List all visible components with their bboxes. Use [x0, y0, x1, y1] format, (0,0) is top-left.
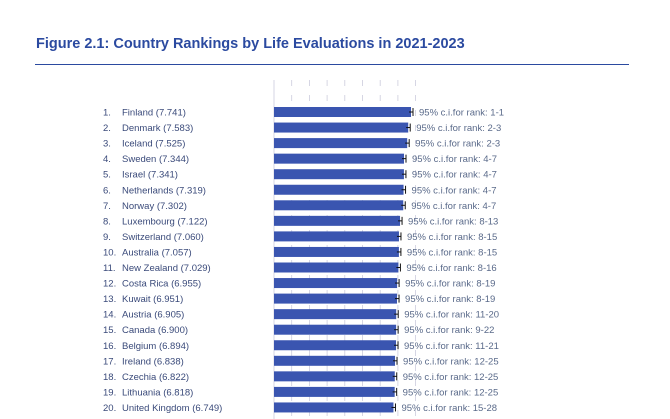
- bar: [274, 138, 408, 149]
- rank-label: 11.: [103, 263, 116, 274]
- country-label: Austria (6.905): [122, 310, 184, 321]
- rank-label: 20.: [103, 403, 116, 414]
- rank-label: 3.: [103, 139, 111, 150]
- bar: [274, 293, 398, 304]
- country-label: Costa Rica (6.955): [122, 279, 201, 290]
- rank-label: 16.: [103, 341, 116, 352]
- country-label: Iceland (7.525): [122, 139, 185, 150]
- bar: [274, 355, 396, 366]
- country-label: Denmark (7.583): [122, 123, 193, 134]
- chart-title: Figure 2.1: Country Rankings by Life Eva…: [36, 36, 465, 52]
- ci-annotation: 95% c.i.for rank: 8-13: [408, 216, 498, 227]
- ci-annotation: 95% c.i.for rank: 2-3: [415, 139, 500, 150]
- country-label: Lithuania (6.818): [122, 387, 193, 398]
- ci-annotation: 95% c.i.for rank: 12-25: [403, 356, 499, 367]
- bar: [274, 402, 394, 413]
- rank-label: 15.: [103, 325, 116, 336]
- ci-annotation: 95% c.i.for rank: 12-25: [403, 372, 499, 383]
- ci-annotation: 95% c.i.for rank: 8-19: [405, 294, 495, 305]
- country-label: New Zealand (7.029): [122, 263, 211, 274]
- bar: [274, 169, 404, 180]
- ci-annotation: 95% c.i.for rank: 8-16: [406, 263, 496, 274]
- bar: [274, 340, 397, 351]
- rank-label: 10.: [103, 247, 116, 258]
- ci-annotation: 95% c.i.for rank: 11-21: [404, 341, 499, 352]
- ci-annotation: 95% c.i.for rank: 2-3: [416, 123, 501, 134]
- ci-annotation: 95% c.i.for rank: 12-25: [403, 387, 499, 398]
- rank-label: 1.: [103, 108, 111, 119]
- bar: [274, 324, 397, 335]
- country-label: Kuwait (6.951): [122, 294, 183, 305]
- country-label: Belgium (6.894): [122, 341, 189, 352]
- rank-label: 18.: [103, 372, 116, 383]
- country-label: Israel (7.341): [122, 170, 178, 181]
- bar: [274, 107, 412, 117]
- ci-annotation: 95% c.i.for rank: 1-1: [419, 108, 504, 119]
- country-label: Switzerland (7.060): [122, 232, 204, 243]
- bar: [274, 262, 399, 273]
- rank-label: 9.: [103, 232, 111, 243]
- ci-annotation: 95% c.i.for rank: 15-28: [401, 403, 497, 414]
- rank-label: 12.: [103, 279, 116, 290]
- ci-annotation: 95% c.i.for rank: 9-22: [404, 325, 494, 336]
- country-label: Luxembourg (7.122): [122, 216, 208, 227]
- country-label: Norway (7.302): [122, 201, 187, 212]
- rank-label: 8.: [103, 216, 111, 227]
- bar: [274, 278, 398, 289]
- rank-label: 4.: [103, 154, 111, 165]
- ci-annotation: 95% c.i.for rank: 4-7: [412, 185, 497, 196]
- bar: [274, 122, 409, 133]
- country-label: Finland (7.741): [122, 108, 186, 119]
- bar: [274, 246, 399, 257]
- bar: [274, 184, 404, 195]
- rank-label: 7.: [103, 201, 111, 212]
- bar: [274, 200, 404, 211]
- rank-label: 5.: [103, 170, 111, 181]
- country-label: Sweden (7.344): [122, 154, 189, 165]
- country-label: Czechia (6.822): [122, 372, 189, 383]
- bar: [274, 215, 401, 226]
- ci-annotation: 95% c.i.for rank: 8-19: [405, 279, 495, 290]
- country-label: United Kingdom (6.749): [122, 403, 222, 414]
- ci-annotation: 95% c.i.for rank: 4-7: [412, 154, 497, 165]
- rank-label: 6.: [103, 185, 111, 196]
- rank-label: 19.: [103, 387, 116, 398]
- ci-annotation: 95% c.i.for rank: 11-20: [404, 310, 499, 321]
- bar: [274, 153, 404, 164]
- bar: [274, 231, 399, 242]
- country-label: Ireland (6.838): [122, 356, 184, 367]
- rank-label: 17.: [103, 356, 116, 367]
- title-divider: [35, 64, 629, 65]
- ci-annotation: 95% c.i.for rank: 8-15: [407, 232, 497, 243]
- bar: [274, 386, 395, 397]
- country-label: Netherlands (7.319): [122, 185, 206, 196]
- country-label: Canada (6.900): [122, 325, 188, 336]
- rank-label: 2.: [103, 123, 111, 134]
- bar: [274, 309, 397, 320]
- ci-annotation: 95% c.i.for rank: 8-15: [407, 247, 497, 258]
- ci-annotation: 95% c.i.for rank: 4-7: [411, 201, 496, 212]
- bar: [274, 371, 395, 382]
- ci-annotation: 95% c.i.for rank: 4-7: [412, 170, 497, 181]
- rank-label: 14.: [103, 310, 116, 321]
- country-label: Australia (7.057): [122, 247, 192, 258]
- rank-label: 13.: [103, 294, 116, 305]
